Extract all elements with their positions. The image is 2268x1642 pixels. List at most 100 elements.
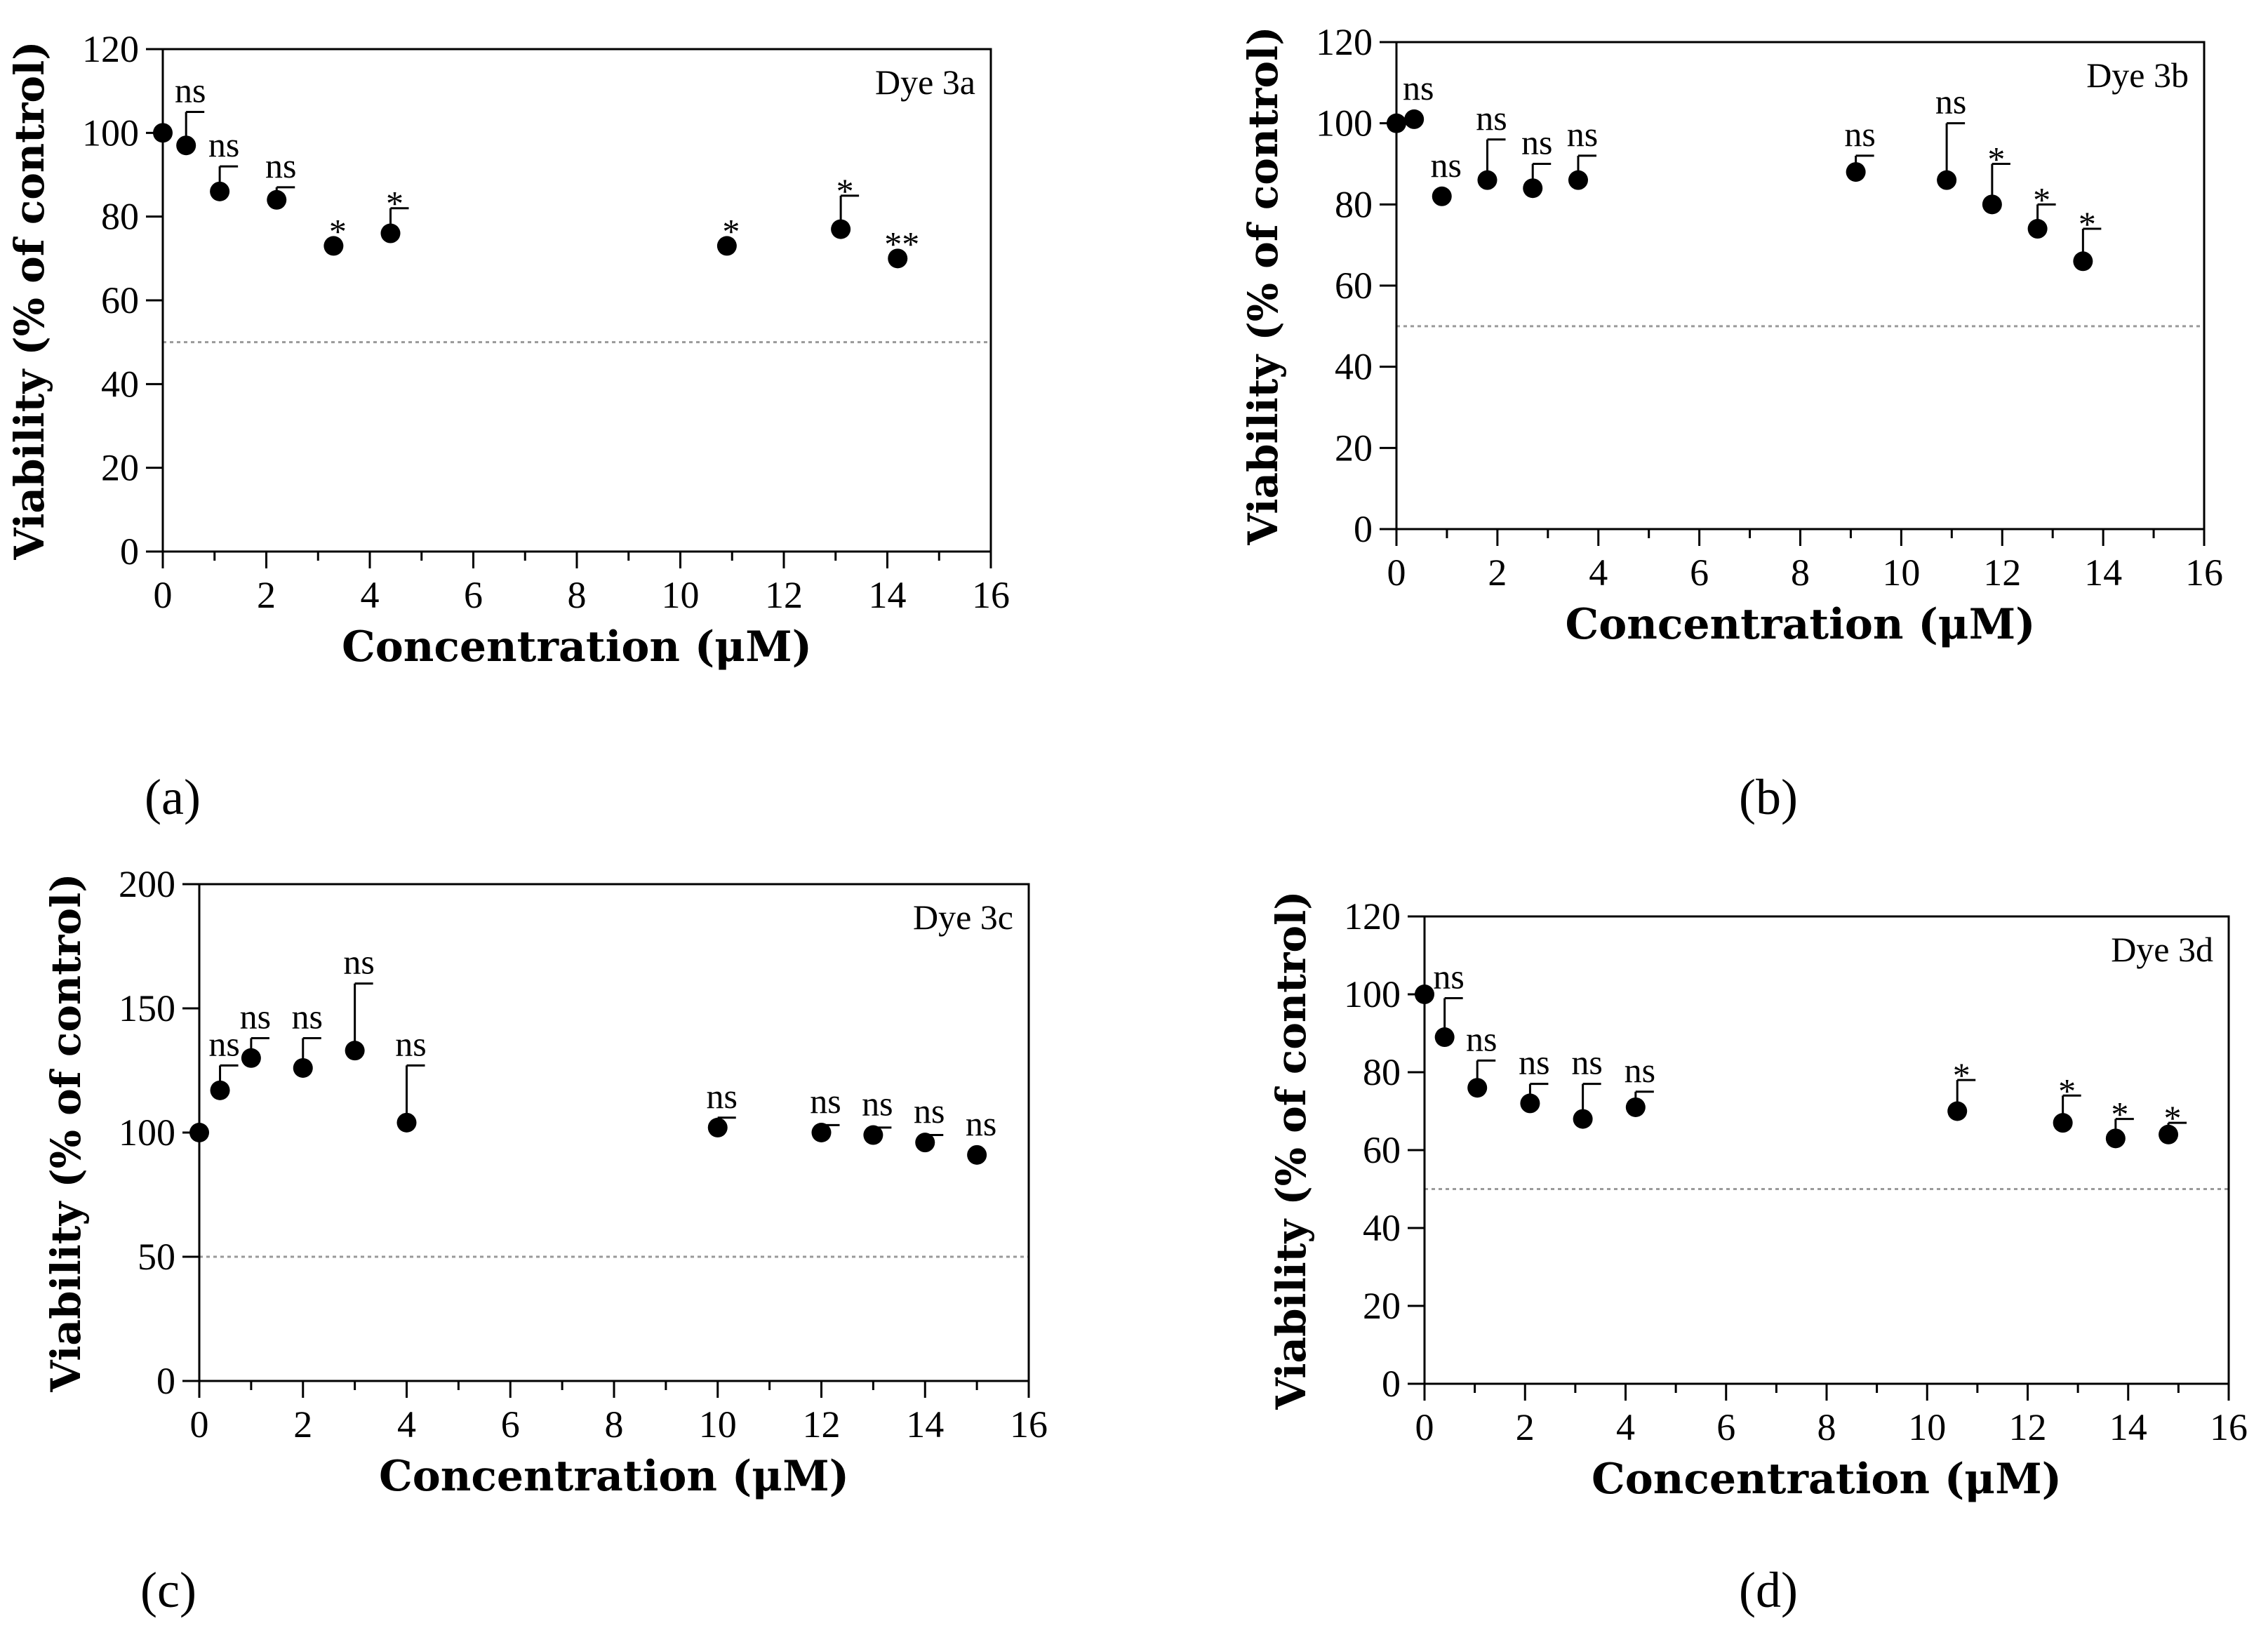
significance-label: *	[836, 171, 854, 211]
y-tick-label: 60	[1335, 265, 1373, 307]
y-tick-label: 40	[1335, 346, 1373, 388]
significance-label: *	[722, 211, 740, 251]
y-tick-label: 0	[120, 530, 139, 573]
y-tick-label: 100	[1344, 973, 1401, 1015]
significance-label: ns	[1935, 82, 1966, 121]
chart-panel-2: 0 2 4 6 8 10 12 14 16 0 20 40 60 80 100 120 Concentratio…	[1239, 21, 2223, 825]
x-tick-label: 12	[1983, 552, 2021, 594]
data-point	[2159, 1124, 2179, 1144]
y-tick-label: 60	[101, 279, 139, 321]
data-point	[153, 123, 173, 143]
panel-label: (b)	[1739, 769, 1798, 825]
data-point	[380, 223, 401, 243]
dye-label: Dye 3c	[913, 897, 1013, 937]
significance-label: *	[2111, 1095, 2128, 1134]
significance-label: *	[386, 184, 403, 223]
y-axis-title: Viability (% of control)	[6, 41, 53, 560]
data-point	[323, 236, 344, 256]
data-point	[210, 181, 230, 201]
data-point	[189, 1123, 209, 1142]
significance-label: ns	[707, 1076, 738, 1116]
data-point	[2027, 219, 2048, 239]
significance-label: ns	[265, 146, 296, 185]
data-point	[1387, 113, 1406, 133]
significance-label: *	[1953, 1055, 1970, 1095]
y-tick-label: 40	[1363, 1207, 1401, 1249]
data-point	[915, 1133, 935, 1153]
significance-label: ns	[1567, 114, 1598, 154]
y-tick-label: 200	[119, 863, 175, 905]
data-point	[1520, 1093, 1540, 1114]
data-point	[888, 248, 908, 269]
significance-label: ns	[175, 71, 206, 110]
x-tick-label: 2	[257, 574, 276, 616]
x-tick-label: 12	[765, 574, 803, 616]
significance-label: ns	[1521, 123, 1552, 162]
data-point	[811, 1123, 832, 1142]
plot-frame	[198, 883, 1030, 1382]
data-point	[2073, 251, 2093, 272]
x-tick-label: 0	[154, 574, 173, 616]
data-point	[967, 1144, 987, 1165]
significance-label: ns	[208, 125, 239, 164]
significance-label: ns	[292, 996, 323, 1036]
y-axis-title: Viability (% of control)	[42, 873, 90, 1392]
data-point	[1568, 170, 1588, 190]
data-point	[1404, 109, 1425, 129]
x-axis-title: Concentration (μM)	[342, 622, 812, 672]
significance-label: **	[884, 224, 919, 263]
significance-label: *	[2164, 1098, 2182, 1137]
x-tick-label: 16	[2210, 1406, 2248, 1448]
data-point	[176, 135, 196, 156]
y-axis-title: Viability (% of control)	[1239, 26, 1287, 545]
significance-label: ns	[240, 996, 271, 1036]
data-point	[1477, 170, 1497, 190]
y-tick-label: 80	[1363, 1051, 1401, 1093]
data-point	[716, 236, 737, 256]
significance-label: ns	[1403, 68, 1434, 107]
significance-label: ns	[1844, 114, 1875, 154]
significance-label: *	[1987, 140, 2005, 179]
x-tick-label: 2	[1488, 552, 1507, 594]
y-tick-label: 50	[138, 1236, 175, 1278]
y-tick-label: 0	[156, 1360, 175, 1402]
plot-frame	[161, 48, 992, 553]
data-point	[1947, 1101, 1968, 1121]
data-point	[396, 1112, 417, 1133]
x-axis-title: Concentration (μM)	[1565, 600, 2035, 649]
data-point	[1982, 194, 2002, 215]
significance-label: ns	[966, 1104, 996, 1143]
chart-panel-4: 0 2 4 6 8 10 12 14 16 0 20 40 60 80 100 120 Concentratio…	[1267, 890, 2248, 1618]
x-tick-label: 0	[190, 1403, 209, 1446]
significance-label: *	[2033, 180, 2050, 219]
data-point	[1434, 1027, 1455, 1048]
x-tick-label: 4	[1589, 552, 1608, 594]
chart-panel-3: 0 2 4 6 8 10 12 14 16 0 50 100 150 200 Concentration (…	[42, 863, 1048, 1618]
x-tick-label: 6	[1716, 1406, 1735, 1448]
significance-label: ns	[1625, 1050, 1655, 1090]
x-tick-label: 6	[1690, 552, 1709, 594]
significance-label: ns	[914, 1091, 945, 1130]
y-tick-label: 150	[119, 987, 175, 1029]
x-tick-label: 10	[662, 574, 700, 616]
data-point	[2105, 1128, 2126, 1149]
panel-label: (d)	[1739, 1562, 1798, 1618]
x-tick-label: 8	[568, 574, 587, 616]
y-tick-label: 100	[1316, 102, 1373, 145]
x-tick-label: 4	[361, 574, 380, 616]
x-tick-label: 16	[2185, 552, 2223, 594]
data-point	[1625, 1097, 1646, 1117]
x-axis-title: Concentration (μM)	[379, 1452, 849, 1501]
y-tick-label: 80	[1335, 183, 1373, 225]
data-point	[707, 1117, 728, 1137]
y-tick-label: 20	[1335, 427, 1373, 469]
significance-label: *	[2079, 204, 2096, 243]
plot-frame	[1395, 41, 2206, 530]
x-tick-label: 16	[972, 574, 1010, 616]
x-tick-label: 14	[869, 574, 907, 616]
data-point	[1937, 170, 1957, 190]
panel-label: (c)	[140, 1562, 196, 1618]
x-tick-label: 6	[464, 574, 483, 616]
x-tick-label: 14	[2109, 1406, 2147, 1448]
